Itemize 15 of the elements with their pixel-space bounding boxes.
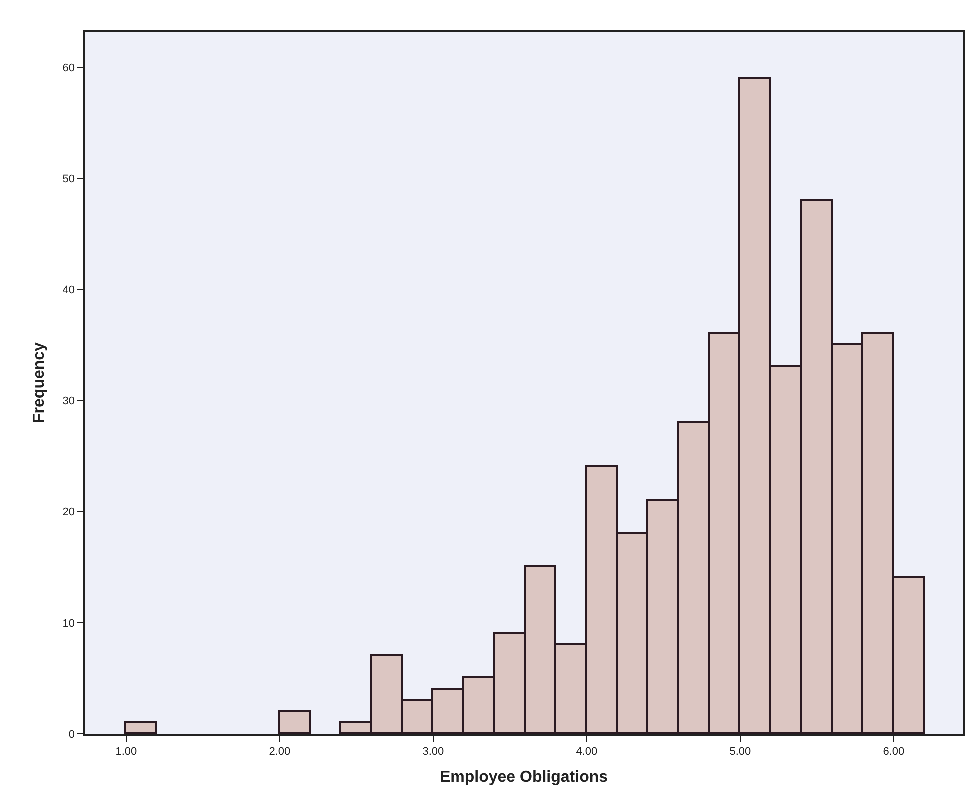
x-axis-title: Employee Obligations xyxy=(440,769,608,786)
y-axis-title: Frequency xyxy=(31,342,48,424)
y-tick-label: 0 xyxy=(68,728,76,741)
x-tick-label: 6.00 xyxy=(883,746,905,758)
x-tick-label: 3.00 xyxy=(422,746,444,758)
x-tick-label: 2.00 xyxy=(269,746,291,758)
x-tick-label: 1.00 xyxy=(116,746,138,758)
y-tick-label: 60 xyxy=(62,62,76,74)
y-tick-label: 10 xyxy=(62,618,76,630)
y-tick-label: 20 xyxy=(62,506,76,519)
y-tick-label: 30 xyxy=(62,396,76,408)
y-tick-label: 50 xyxy=(62,173,76,186)
x-tick-label: 5.00 xyxy=(730,746,752,758)
x-tick-label: 4.00 xyxy=(576,746,598,758)
y-tick-label: 40 xyxy=(62,284,76,297)
